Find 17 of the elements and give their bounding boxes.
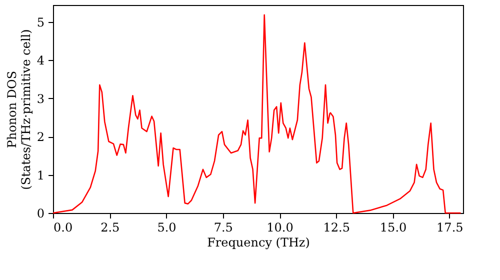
x-tick-label: 15.0 bbox=[380, 220, 407, 234]
y-tick-label: 0 bbox=[36, 206, 44, 220]
y-tick-label: 2 bbox=[36, 130, 44, 144]
y-tick-label: 1 bbox=[36, 168, 44, 182]
x-tick-label: 7.5 bbox=[214, 220, 233, 234]
x-axis-title: Frequency (THz) bbox=[207, 236, 310, 250]
y-axis-title: Phonon DOS (States/THz·primitive cell) bbox=[4, 29, 33, 190]
line-series bbox=[52, 14, 462, 214]
x-tick-label: 2.5 bbox=[100, 220, 120, 234]
y-tick-label: 4 bbox=[36, 54, 45, 68]
x-tick-label: 10.0 bbox=[266, 220, 294, 234]
x-tick-label: 5.0 bbox=[157, 220, 176, 234]
y-tick-label: 3 bbox=[36, 92, 44, 106]
x-tick-label: 12.5 bbox=[323, 220, 350, 234]
y-tick-label: 5 bbox=[36, 15, 44, 30]
x-tick-label: 0.0 bbox=[54, 220, 73, 234]
x-tick-label: 17.5 bbox=[436, 220, 464, 234]
